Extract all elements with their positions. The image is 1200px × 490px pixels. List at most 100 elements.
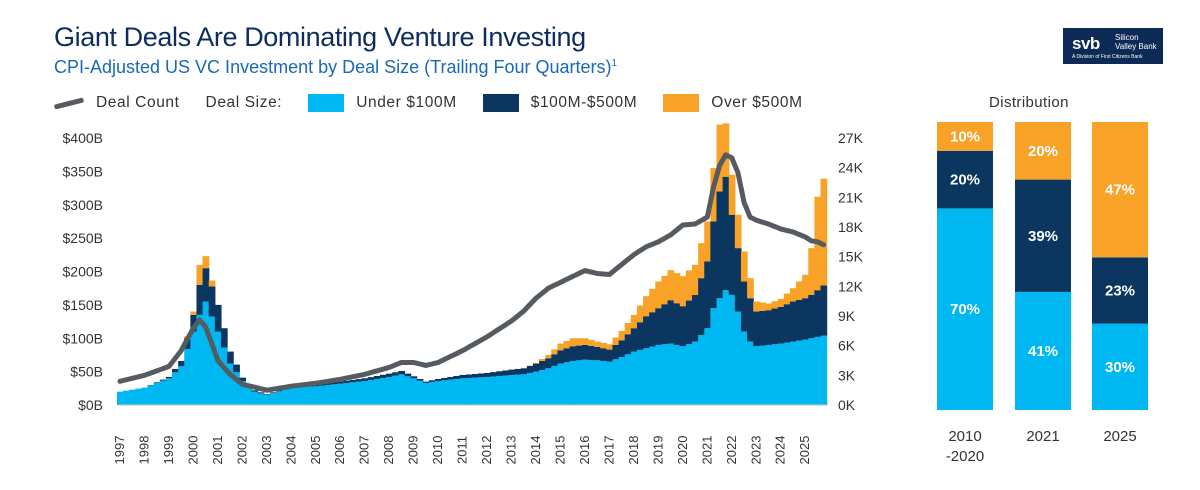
bar-under-100m — [477, 377, 485, 405]
bar-over-500m — [532, 362, 540, 364]
bar-under-100m — [722, 290, 730, 405]
bar-under-100m — [410, 378, 418, 405]
dist-category-label: 2025 — [1103, 428, 1136, 445]
bar-100m-500m — [435, 378, 442, 381]
bar-100m-500m — [643, 316, 650, 349]
bar-under-100m — [484, 376, 491, 405]
bar-100m-500m — [636, 322, 644, 350]
bar-100m-500m — [698, 278, 705, 335]
bar-over-500m — [796, 281, 803, 300]
bar-over-500m — [196, 264, 204, 285]
bar-100m-500m — [227, 351, 234, 364]
x-tick-label: 2025 — [797, 436, 812, 465]
x-tick-label: 2022 — [724, 436, 739, 465]
bar-100m-500m — [679, 306, 687, 347]
bar-under-100m — [520, 374, 528, 405]
bar-100m-500m — [539, 360, 546, 370]
chart-title: Giant Deals Are Dominating Venture Inves… — [54, 22, 586, 52]
bar-under-100m — [551, 365, 559, 405]
bar-100m-500m — [508, 369, 516, 375]
bar-100m-500m — [649, 312, 656, 347]
bar-under-100m — [282, 389, 289, 405]
deal-count-line — [117, 152, 827, 393]
x-tick-label: 2013 — [504, 436, 519, 465]
bar-under-100m — [294, 387, 302, 405]
dist-pct-label: 70% — [950, 301, 980, 318]
bar-100m-500m — [771, 308, 779, 345]
bar-under-100m — [251, 391, 259, 405]
bar-over-500m — [777, 298, 785, 307]
bar-over-500m — [630, 314, 638, 329]
bar-under-100m — [789, 341, 797, 405]
x-tick-label: 2019 — [650, 436, 665, 465]
bar-100m-500m — [734, 248, 742, 312]
bar-under-100m — [116, 391, 124, 405]
bar-100m-500m — [208, 286, 216, 317]
bar-under-100m — [343, 382, 351, 405]
dist-pct-label: 39% — [1028, 228, 1058, 245]
bar-100m-500m — [520, 368, 528, 375]
bar-under-100m — [655, 344, 663, 405]
bar-under-100m — [808, 338, 815, 405]
bar-under-100m — [600, 360, 607, 405]
bar-under-100m — [557, 363, 565, 405]
bar-under-100m — [716, 298, 724, 405]
bar-100m-500m — [740, 281, 748, 332]
bar-100m-500m — [655, 308, 663, 345]
bar-100m-500m — [820, 285, 828, 336]
bar-under-100m — [771, 344, 779, 405]
bar-100m-500m — [545, 358, 552, 369]
bar-under-100m — [380, 377, 387, 405]
x-tick-label: 2009 — [406, 436, 421, 465]
bar-under-100m — [777, 343, 785, 405]
bar-under-100m — [698, 334, 705, 405]
bar-100m-500m — [324, 382, 332, 385]
bar-100m-500m — [551, 354, 559, 366]
x-tick-label: 2006 — [332, 436, 347, 465]
bar-under-100m — [398, 374, 406, 405]
bar-over-500m — [728, 174, 736, 215]
bar-under-100m — [747, 341, 754, 405]
bar-100m-500m — [814, 290, 822, 337]
bar-under-100m — [740, 331, 748, 405]
y-tick-label: $150B — [63, 297, 103, 313]
bar-under-100m — [214, 331, 222, 405]
bar-under-100m — [612, 359, 620, 405]
bar-100m-500m — [159, 379, 167, 381]
bar-under-100m — [135, 388, 143, 405]
bar-over-500m — [618, 330, 626, 341]
bar-under-100m — [184, 348, 191, 405]
bar-under-100m — [814, 336, 822, 405]
x-tick-label: 1997 — [112, 436, 127, 465]
y2-tick-label: 12K — [838, 278, 864, 294]
bar-over-500m — [202, 256, 210, 269]
y2-tick-label: 9K — [838, 308, 856, 324]
bar-100m-500m — [202, 268, 210, 302]
bar-under-100m — [471, 377, 479, 405]
bar-100m-500m — [777, 306, 785, 344]
bar-100m-500m — [624, 334, 632, 355]
bar-under-100m — [355, 381, 363, 405]
bar-under-100m — [373, 378, 381, 405]
bar-100m-500m — [808, 294, 815, 339]
bar-over-500m — [765, 303, 773, 311]
x-tick-label: 2001 — [210, 436, 225, 465]
x-tick-label: 2011 — [455, 436, 470, 464]
dist-bar-over-500m — [1015, 122, 1071, 180]
legend-under-swatch — [308, 94, 345, 112]
bar-100m-500m — [600, 348, 607, 361]
bar-over-500m — [545, 354, 552, 359]
bar-under-100m — [147, 385, 155, 405]
dist-pct-label: 20% — [1028, 143, 1058, 160]
dist-bar-over-500m — [937, 122, 993, 151]
bar-under-100m — [526, 372, 534, 405]
bar-under-100m — [233, 372, 240, 405]
x-tick-label: 2021 — [699, 436, 714, 465]
bar-over-500m — [734, 214, 742, 249]
bar-100m-500m — [269, 392, 277, 394]
bar-100m-500m — [178, 360, 185, 367]
bar-over-500m — [685, 270, 693, 301]
bar-under-100m — [422, 382, 430, 405]
bar-under-100m — [783, 342, 791, 405]
bar-100m-500m — [343, 380, 351, 383]
